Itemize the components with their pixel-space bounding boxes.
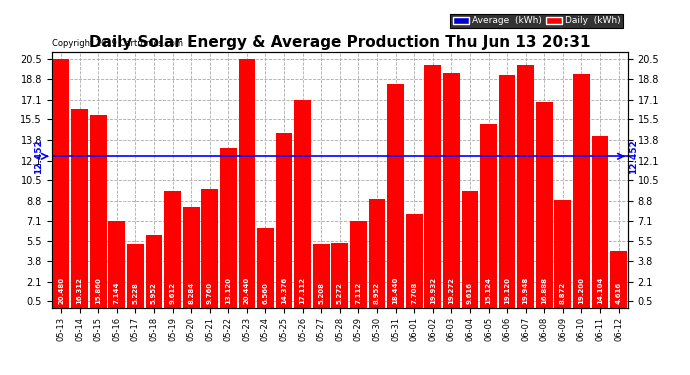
Bar: [90, 115, 106, 308]
Text: 9.612: 9.612: [170, 282, 175, 304]
Bar: [610, 252, 627, 308]
Text: 15.860: 15.860: [95, 277, 101, 304]
Bar: [220, 148, 237, 308]
Bar: [406, 214, 422, 308]
Text: 19.120: 19.120: [504, 277, 510, 304]
Bar: [424, 66, 441, 308]
Text: 6.560: 6.560: [262, 282, 268, 304]
Bar: [71, 110, 88, 308]
Text: Copyright 2019 Cartronics.com: Copyright 2019 Cartronics.com: [52, 39, 183, 48]
Bar: [257, 228, 274, 308]
Bar: [573, 74, 590, 307]
Text: 12.452: 12.452: [34, 139, 43, 174]
Text: 19.948: 19.948: [523, 277, 529, 304]
Text: 19.272: 19.272: [448, 277, 454, 304]
Bar: [555, 200, 571, 308]
Bar: [480, 124, 497, 308]
Bar: [183, 207, 199, 308]
Text: 5.952: 5.952: [151, 282, 157, 304]
Text: 7.708: 7.708: [411, 282, 417, 304]
Text: 9.616: 9.616: [467, 282, 473, 304]
Bar: [518, 65, 534, 308]
Text: 17.112: 17.112: [299, 277, 306, 304]
Bar: [387, 84, 404, 308]
Bar: [127, 244, 144, 308]
Text: 20.440: 20.440: [244, 277, 250, 304]
Bar: [239, 59, 255, 308]
Text: 7.112: 7.112: [355, 282, 362, 304]
Text: 4.616: 4.616: [615, 282, 622, 304]
Text: 18.440: 18.440: [393, 276, 399, 304]
Bar: [368, 199, 385, 308]
Text: 9.760: 9.760: [207, 282, 213, 304]
Text: 5.228: 5.228: [132, 282, 139, 304]
Bar: [146, 235, 162, 308]
Bar: [350, 221, 367, 308]
Bar: [443, 74, 460, 308]
Bar: [108, 221, 125, 308]
Bar: [536, 102, 553, 308]
Bar: [52, 59, 70, 308]
Text: 8.872: 8.872: [560, 282, 566, 304]
Text: 13.120: 13.120: [226, 277, 231, 304]
Text: 12.452: 12.452: [629, 139, 638, 174]
Bar: [295, 100, 311, 308]
Bar: [462, 191, 478, 308]
Text: 16.888: 16.888: [541, 277, 547, 304]
Text: 20.480: 20.480: [58, 277, 64, 304]
Text: 16.312: 16.312: [77, 277, 83, 304]
Title: Daily Solar Energy & Average Production Thu Jun 13 20:31: Daily Solar Energy & Average Production …: [89, 35, 591, 50]
Text: 19.200: 19.200: [578, 277, 584, 304]
Bar: [164, 191, 181, 308]
Text: 14.104: 14.104: [597, 276, 603, 304]
Text: 7.144: 7.144: [114, 281, 120, 304]
Text: 5.208: 5.208: [318, 282, 324, 304]
Bar: [499, 75, 515, 308]
Text: 15.124: 15.124: [486, 277, 491, 304]
Text: 8.952: 8.952: [374, 282, 380, 304]
Text: 14.376: 14.376: [281, 277, 287, 304]
Text: 19.932: 19.932: [430, 277, 436, 304]
Bar: [331, 243, 348, 308]
Bar: [201, 189, 218, 308]
Legend: Average  (kWh), Daily  (kWh): Average (kWh), Daily (kWh): [450, 13, 623, 28]
Bar: [591, 136, 609, 308]
Text: 5.272: 5.272: [337, 282, 343, 304]
Text: 8.284: 8.284: [188, 282, 194, 304]
Bar: [313, 244, 330, 308]
Bar: [276, 133, 293, 308]
